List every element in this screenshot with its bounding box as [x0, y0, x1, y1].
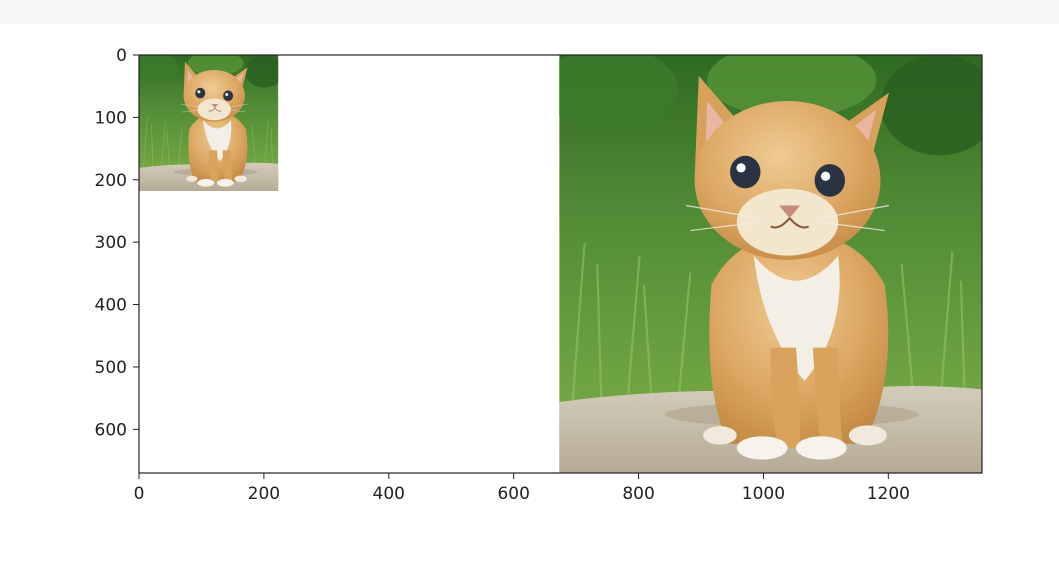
y-tick-label: 400 [95, 296, 127, 316]
x-tick-label: 200 [248, 484, 280, 504]
y-tick-label: 100 [95, 108, 127, 128]
y-tick-label: 0 [116, 46, 127, 66]
y-tick-label: 300 [95, 233, 127, 253]
x-tick-label: 400 [373, 484, 405, 504]
x-tick-label: 0 [134, 484, 145, 504]
x-tick-label: 1200 [867, 484, 910, 504]
x-tick-label: 800 [622, 484, 654, 504]
y-tick-label: 200 [95, 171, 127, 191]
large-kitten-image [542, 42, 999, 473]
y-tick-label: 500 [95, 358, 127, 378]
top-band [0, 0, 1059, 24]
y-tick-label: 600 [95, 420, 127, 440]
x-tick-label: 600 [497, 484, 529, 504]
x-tick-label: 1000 [742, 484, 785, 504]
small-kitten-image [139, 55, 279, 192]
axes-frame [138, 54, 983, 474]
